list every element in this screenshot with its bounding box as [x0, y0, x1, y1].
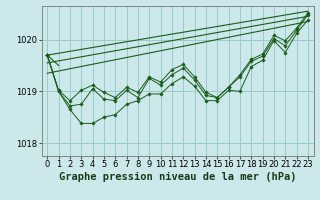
X-axis label: Graphe pression niveau de la mer (hPa): Graphe pression niveau de la mer (hPa)	[59, 172, 296, 182]
